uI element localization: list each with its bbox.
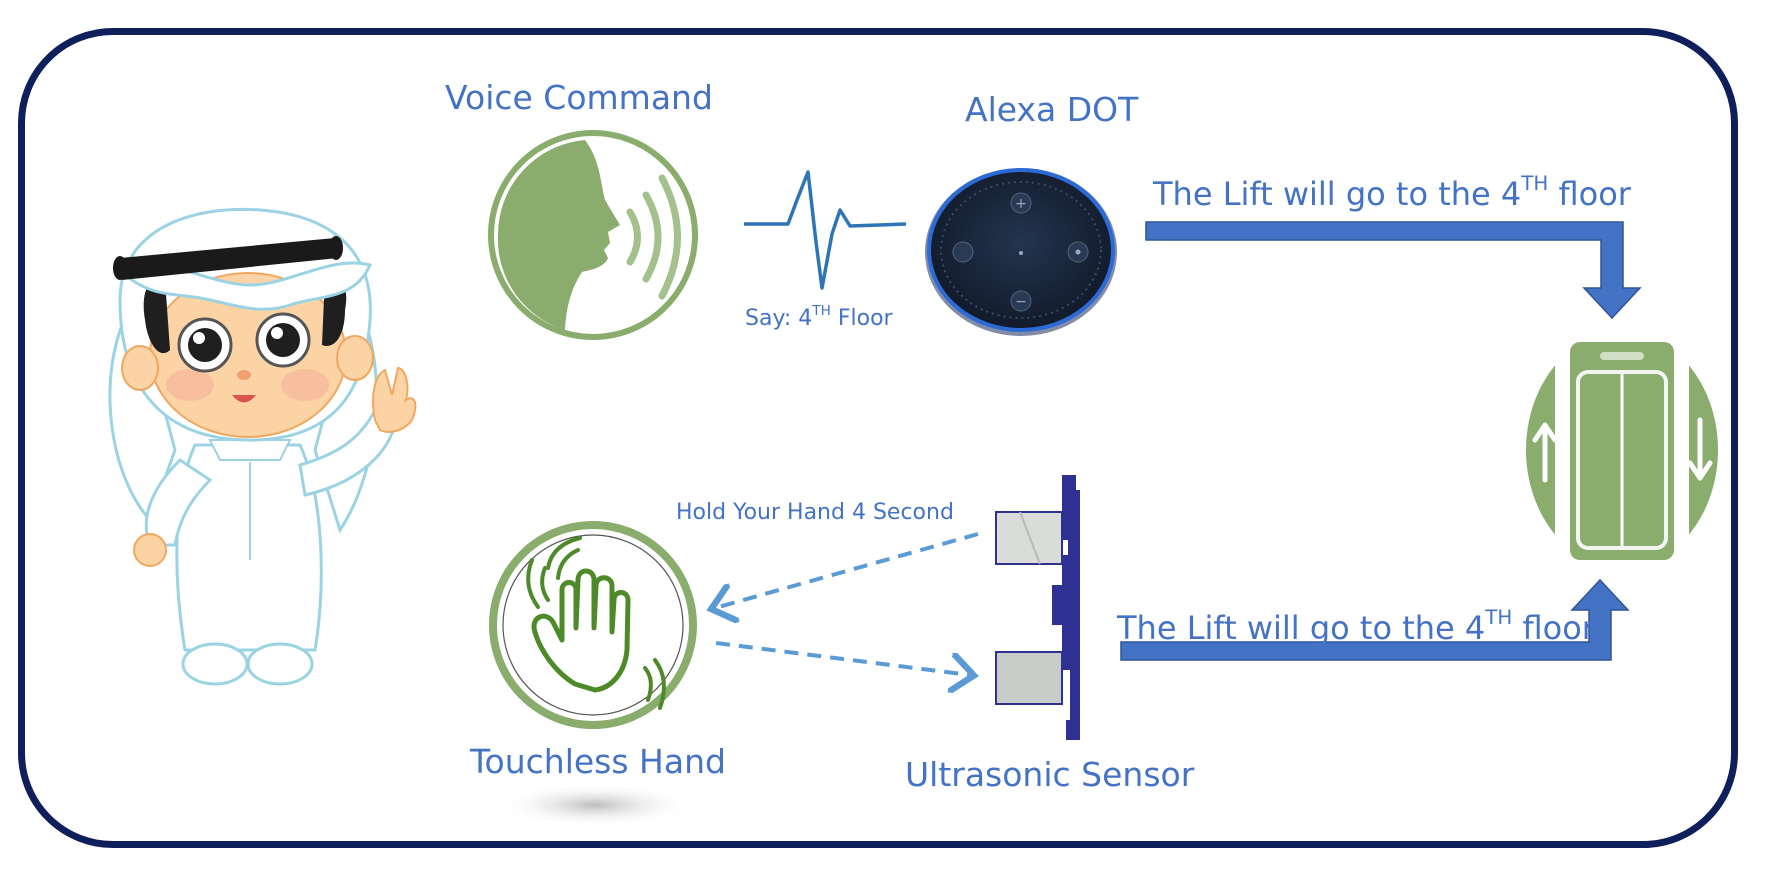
- elevator-icon: [1526, 330, 1718, 574]
- svg-text:+: +: [1015, 196, 1027, 212]
- ultrasonic-sensor-label: Ultrasonic Sensor: [905, 755, 1195, 794]
- sound-wave-icon: [744, 170, 907, 290]
- alexa-dot-icon: + −: [925, 168, 1117, 336]
- dashed-signal-arrows: [715, 532, 978, 675]
- lift-bottom-label: The Lift will go to the 4TH floor: [1117, 606, 1595, 647]
- diagram-frame: [18, 28, 1738, 848]
- lift-top-label: The Lift will go to the 4TH floor: [1153, 172, 1631, 213]
- bottom-flow-arrow: [1120, 578, 1630, 661]
- alexa-dot-label: Alexa DOT: [965, 90, 1139, 129]
- touchless-hand-label: Touchless Hand: [470, 742, 726, 781]
- touchless-hand-icon: [489, 521, 697, 827]
- svg-text:−: −: [1015, 294, 1027, 310]
- speaking-head-icon: [488, 130, 698, 340]
- ultrasonic-sensor-icon: [995, 475, 1080, 740]
- hold-hand-label: Hold Your Hand 4 Second: [676, 500, 954, 525]
- voice-command-label: Voice Command: [445, 78, 713, 117]
- say-floor-label: Say: 4TH Floor: [745, 302, 893, 331]
- child-character-icon: [108, 207, 417, 686]
- top-flow-arrow: [1145, 221, 1642, 320]
